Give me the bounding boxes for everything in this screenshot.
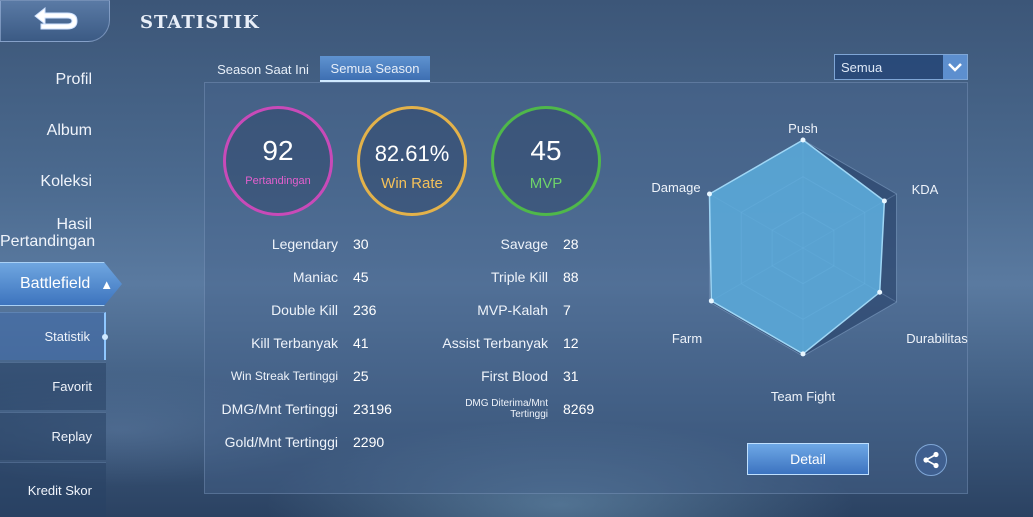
stat-label: Gold/Mnt Tertinggi	[224, 434, 338, 450]
radar-chart: Push KDA Durabilitas Team Fight Farm Damage	[651, 121, 968, 404]
stat-value: 2290	[353, 434, 385, 450]
radar-point	[800, 351, 806, 357]
sidebar-subitem-favorit[interactable]: Favorit	[0, 362, 106, 410]
matches-circle: 92 Pertandingan	[223, 106, 333, 216]
stat-value: 236	[353, 302, 377, 318]
stat-value: 7	[563, 302, 571, 318]
stat-label: Maniac	[292, 269, 338, 285]
select-value: Semua	[841, 59, 883, 75]
stat-value: 8269	[563, 401, 595, 417]
sidebar-item-koleksi[interactable]: Koleksi	[40, 173, 92, 190]
sidebar-subitem-statistik[interactable]: Statistik	[0, 312, 108, 360]
sidebar-item-profil[interactable]: Profil	[55, 71, 92, 88]
matches-value: 92	[262, 135, 294, 166]
chevron-up-icon: ▲	[100, 276, 114, 292]
mvp-circle: 45 MVP	[491, 106, 601, 216]
stat-label: Legendary	[271, 236, 338, 252]
radar-axis-label: Durabilitas	[906, 331, 968, 346]
stat-label: Triple Kill	[490, 269, 548, 285]
stat-label: DMG Diterima/Mnt Tertinggi	[465, 398, 548, 420]
sidebar-subitem-label: Statistik	[44, 329, 90, 344]
sidebar-subitem-label: Replay	[51, 429, 92, 444]
stat-value: 12	[563, 335, 579, 351]
stat-value: 23196	[353, 401, 392, 417]
page-title: STATISTIK	[140, 12, 260, 33]
radar-point	[706, 191, 712, 197]
sidebar-subitem-kredit-skor[interactable]: Kredit Skor	[0, 462, 106, 517]
radar-axis-label: KDA	[912, 182, 939, 197]
stat-value: 41	[353, 335, 369, 351]
matches-label: Pertandingan	[245, 175, 311, 187]
sidebar-item-hasil-pertandingan[interactable]: Hasil Pertandingan	[0, 216, 96, 250]
win-rate-value: 82.61%	[374, 141, 450, 166]
radar-axis-label: Damage	[651, 180, 700, 195]
stat-label: Kill Terbanyak	[251, 335, 338, 351]
stat-label: MVP-Kalah	[477, 302, 548, 318]
win-rate-label: Win Rate	[381, 175, 443, 192]
radar-point	[881, 198, 887, 204]
season-filter-select[interactable]: Semua	[834, 54, 968, 80]
sidebar-item-battlefield[interactable]: Battlefield ▲	[0, 262, 122, 306]
radar-point	[877, 289, 883, 295]
tab-semua-season[interactable]: Semua Season	[320, 56, 430, 82]
radar-point	[800, 137, 806, 143]
back-button[interactable]	[0, 0, 110, 42]
radar-point	[708, 298, 714, 304]
stat-value: 31	[563, 368, 579, 384]
mvp-label: MVP	[529, 175, 563, 192]
stat-value: 88	[563, 269, 579, 285]
stat-label: Savage	[500, 236, 548, 252]
back-arrow-icon	[34, 6, 78, 30]
sidebar-item-label: Battlefield	[20, 275, 91, 292]
share-icon	[923, 451, 939, 469]
chevron-down-icon	[943, 55, 967, 79]
sidebar-subitem-replay[interactable]: Replay	[0, 412, 106, 460]
stat-label: First Blood	[481, 368, 548, 384]
detail-button[interactable]: Detail	[747, 443, 869, 475]
stat-value: 28	[563, 236, 579, 252]
stat-value: 30	[353, 236, 369, 252]
sidebar-subitem-label: Favorit	[52, 379, 92, 394]
stat-value: 25	[353, 368, 369, 384]
stat-label: DMG/Mnt Tertinggi	[221, 401, 338, 417]
win-rate-circle: 82.61% Win Rate	[357, 106, 467, 216]
stat-value: 45	[353, 269, 369, 285]
radar-axis-label: Farm	[672, 331, 702, 346]
active-indicator	[102, 333, 108, 340]
sidebar-item-album[interactable]: Album	[46, 122, 92, 139]
radar-axis-label: Team Fight	[771, 389, 836, 404]
share-button[interactable]	[915, 444, 947, 476]
radar-axis-label: Push	[788, 121, 818, 136]
stat-label: Assist Terbanyak	[442, 335, 548, 351]
tab-season-saat-ini[interactable]: Season Saat Ini	[217, 61, 309, 77]
sidebar-subitem-label: Kredit Skor	[27, 482, 92, 498]
stat-label: Win Streak Tertinggi	[230, 369, 338, 383]
mvp-value: 45	[530, 135, 562, 166]
stat-label: Double Kill	[271, 302, 338, 318]
